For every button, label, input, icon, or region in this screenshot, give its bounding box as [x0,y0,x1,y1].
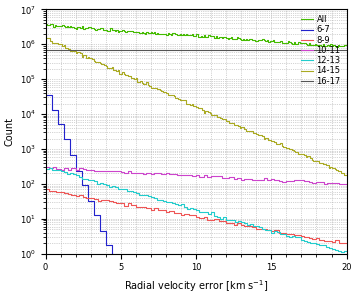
Line: 14-15: 14-15 [46,38,347,175]
All [81,24,85,28]
14-15 [341,173,346,176]
14-15 [43,36,48,40]
16-17 [262,48,266,52]
14-15 [141,82,146,86]
All [233,37,237,41]
Y-axis label: Count: Count [4,117,14,146]
16-17 [233,48,237,52]
All [143,31,147,34]
12-13 [143,193,147,197]
Line: All: All [46,24,347,47]
8-9 [262,227,266,230]
8-9 [260,228,265,231]
10-11 [260,179,265,182]
Legend: All, 6-7, 8-9, 10-11, 12-13, 14-15, 16-17: All, 6-7, 8-9, 10-11, 12-13, 14-15, 16-1… [299,13,342,87]
6-7 [96,213,100,217]
8-9 [141,205,146,209]
8-9 [80,194,84,197]
16-17 [260,48,265,52]
Line: 10-11: 10-11 [46,167,347,184]
10-11 [80,166,84,170]
6-7 [85,199,90,203]
14-15 [162,90,167,94]
Line: 12-13: 12-13 [46,168,347,252]
8-9 [43,187,48,191]
16-17 [43,48,48,52]
14-15 [260,134,265,137]
10-11 [262,176,266,180]
6-7 [70,153,75,156]
8-9 [337,241,341,245]
6-7 [74,153,78,156]
10-11 [340,183,344,186]
X-axis label: Radial velocity error [km s$^{-1}$]: Radial velocity error [km s$^{-1}$] [124,278,268,294]
All [262,37,266,41]
12-13 [262,228,266,231]
14-15 [80,55,84,58]
6-7 [43,93,48,97]
All [164,32,168,35]
14-15 [233,123,237,127]
14-15 [262,137,266,140]
12-13 [339,250,343,253]
12-13 [233,220,237,224]
6-7 [56,122,60,126]
10-11 [162,172,167,176]
12-13 [164,199,168,203]
8-9 [233,223,237,226]
16-17 [162,48,167,52]
All [263,38,267,42]
16-17 [80,48,84,52]
10-11 [43,165,48,169]
12-13 [43,167,48,170]
6-7 [62,138,66,141]
All [43,22,48,26]
Line: 8-9: 8-9 [46,189,347,243]
10-11 [345,183,349,186]
12-13 [81,178,85,181]
16-17 [345,48,349,52]
12-13 [345,249,349,252]
All [345,44,349,47]
12-13 [263,228,267,231]
14-15 [345,173,349,176]
10-11 [141,172,146,176]
All [48,22,52,26]
12-13 [47,166,51,170]
8-9 [345,241,349,245]
All [334,45,338,49]
Line: 6-7: 6-7 [46,95,116,298]
16-17 [141,48,146,52]
10-11 [233,177,237,181]
8-9 [162,208,167,212]
